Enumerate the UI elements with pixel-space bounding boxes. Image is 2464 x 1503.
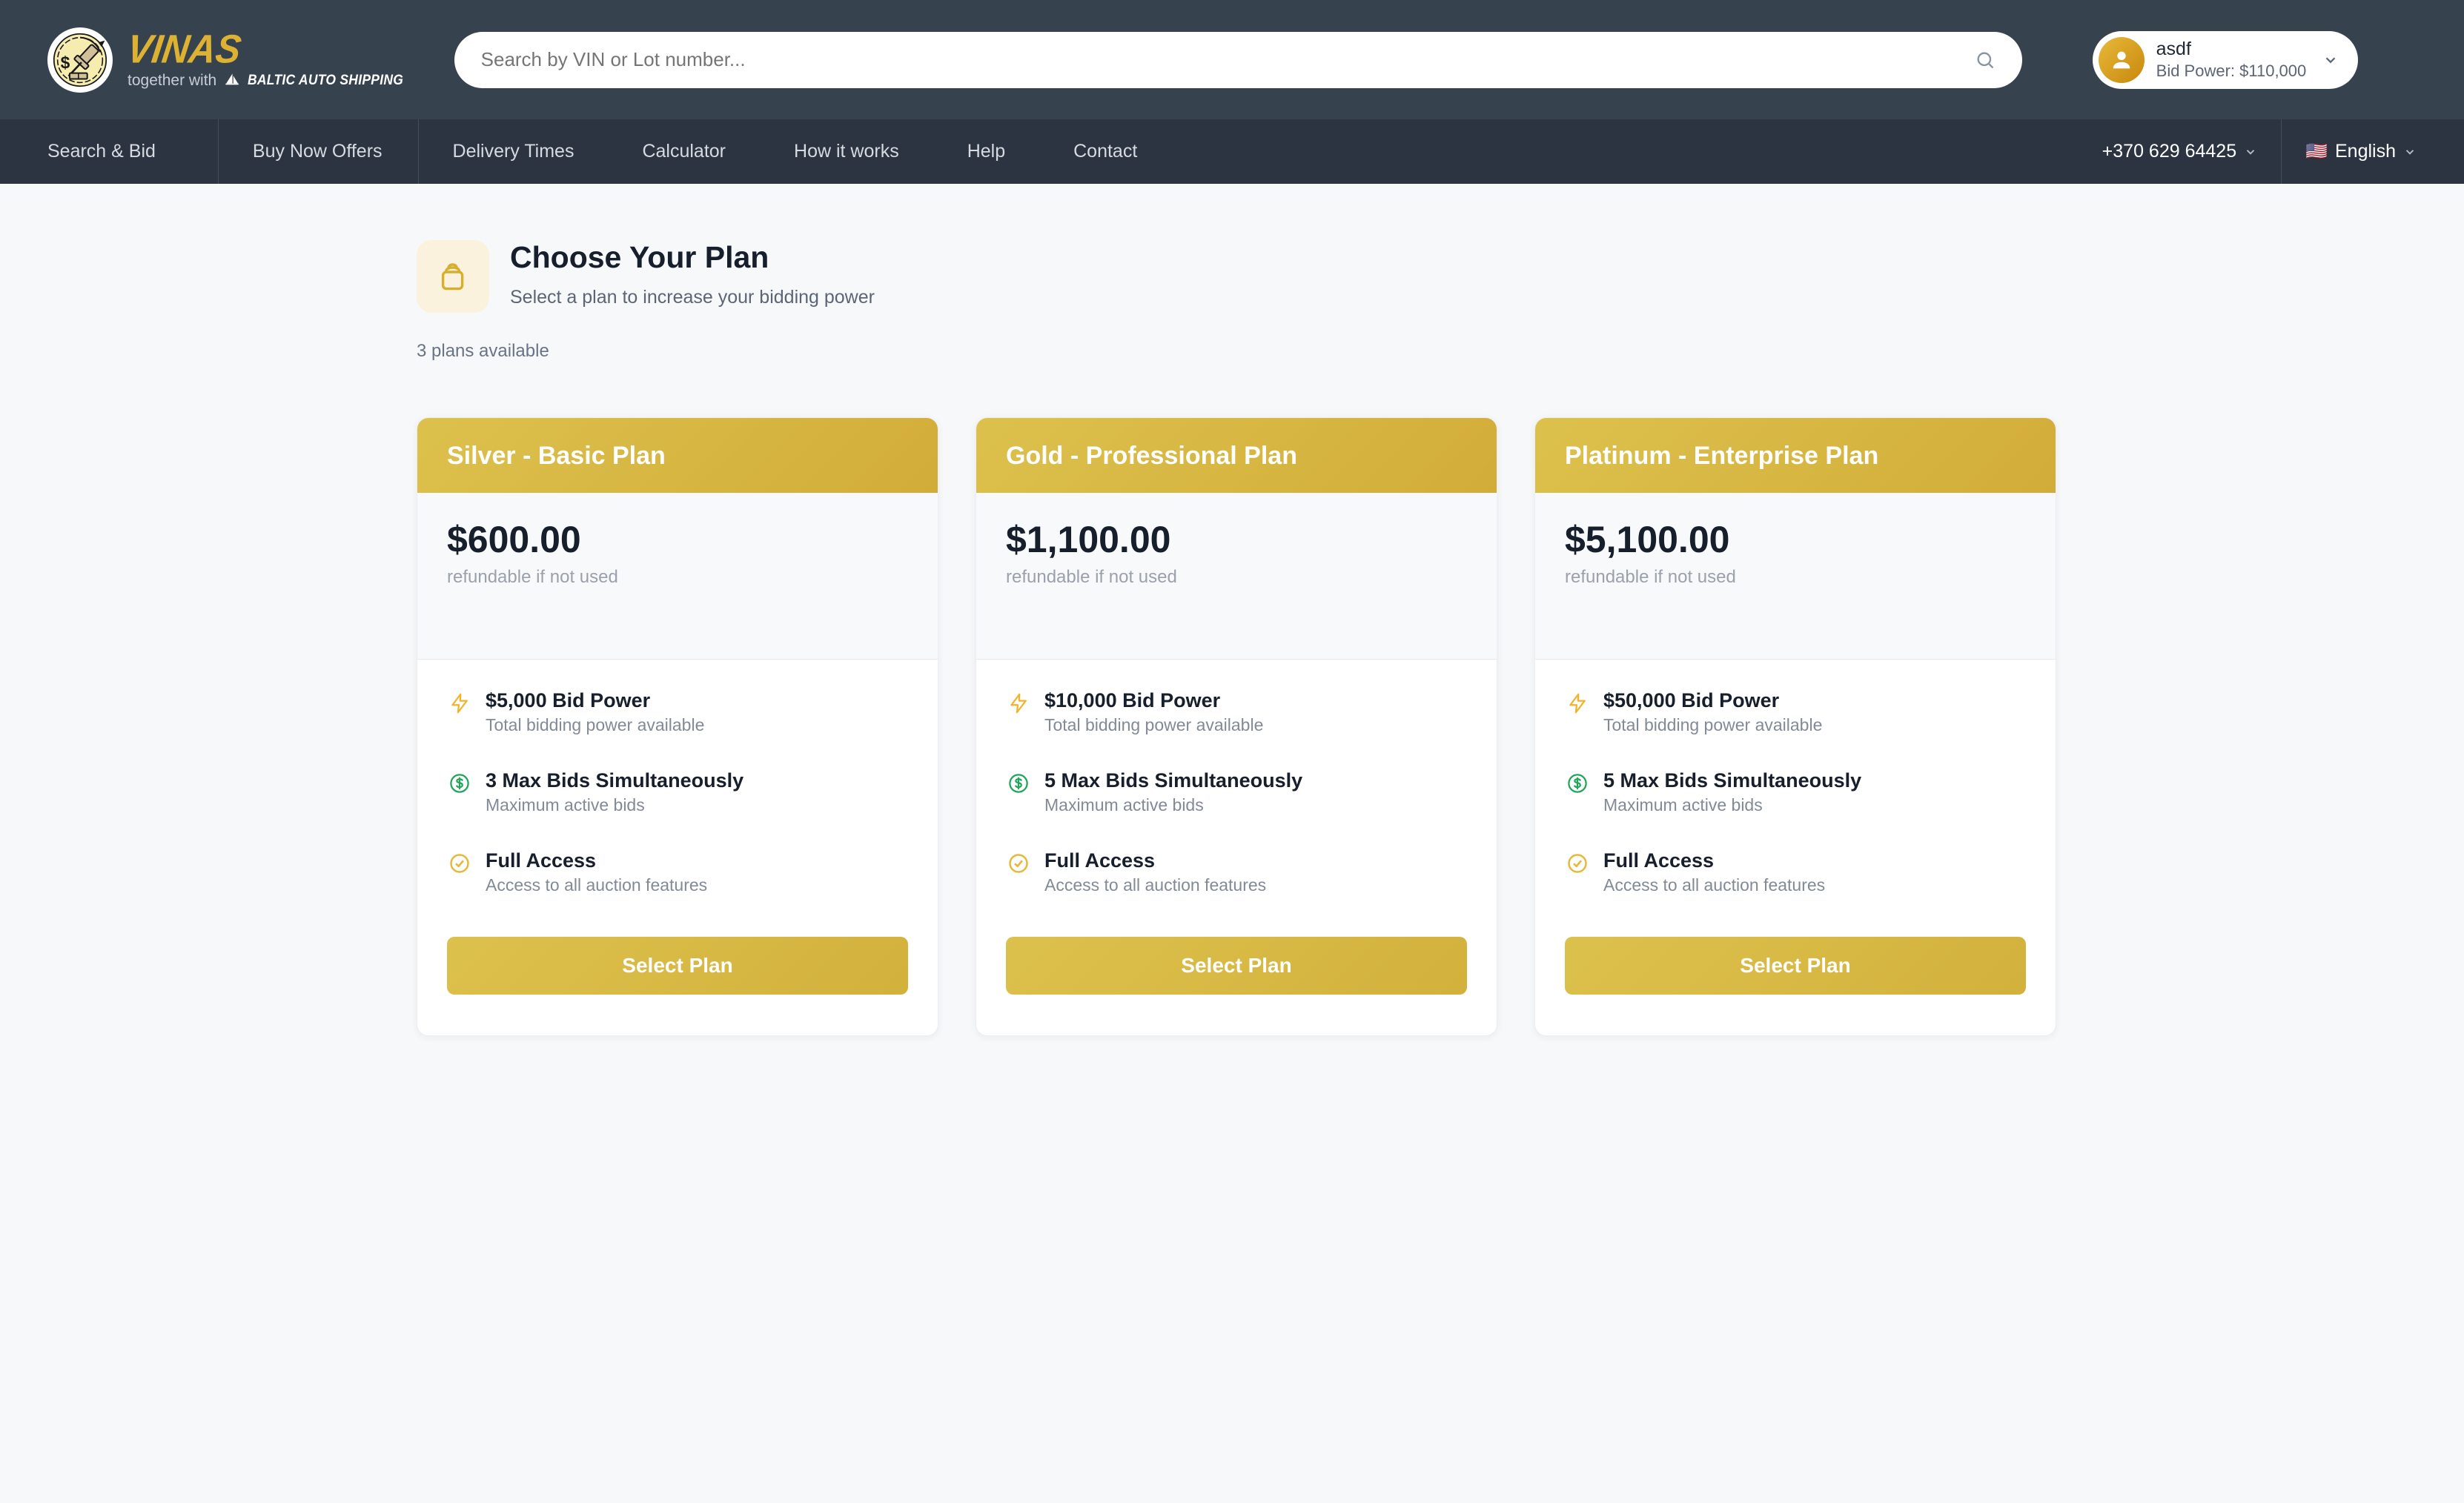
svg-text:$: $ — [61, 53, 70, 72]
